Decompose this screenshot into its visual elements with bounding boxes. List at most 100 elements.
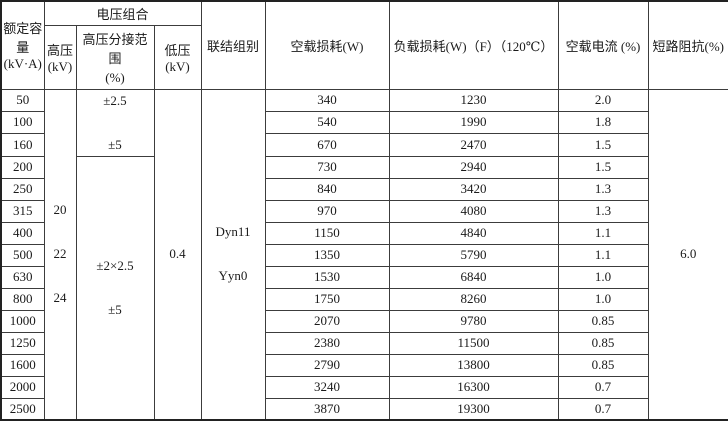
load-loss-cell: 13800 xyxy=(388,353,559,377)
no-load-loss-cell: 840 xyxy=(264,177,390,201)
tap-range-upper-cell: ±2.5 ±5 xyxy=(75,88,155,157)
load-loss-cell: 1230 xyxy=(388,88,559,112)
no-load-loss-cell: 2790 xyxy=(264,353,390,377)
header-high-voltage: 高压 (kV) xyxy=(43,24,77,90)
table-row: 400 1150 4840 1.1 xyxy=(0,221,728,245)
table-row: 630 1530 6840 1.0 xyxy=(0,265,728,289)
high-voltage-cell: 20 22 24 xyxy=(43,88,77,421)
tap-range-lower-cell: ±2×2.5 ±5 xyxy=(75,155,155,421)
table-row: 50 20 22 24 ±2.5 ±5 0.4 Dyn11 Yyn0 xyxy=(0,88,728,421)
no-load-loss-cell: 540 xyxy=(264,110,390,135)
load-loss-cell: 8260 xyxy=(388,287,559,311)
header-rated-capacity-line2: 量 xyxy=(16,40,30,56)
table-body: 50 20 22 24 ±2.5 ±5 0.4 Dyn11 Yyn0 xyxy=(0,88,728,421)
no-load-loss-cell: 340 xyxy=(264,88,390,112)
header-connection-group: 联结组别 xyxy=(200,0,266,90)
no-load-current-cell: 1.3 xyxy=(557,199,649,223)
load-loss-cell: 4840 xyxy=(388,221,559,245)
hv-value: 24 xyxy=(53,290,67,306)
capacity-cell: 1000 xyxy=(0,309,45,333)
no-load-current-cell: 0.85 xyxy=(557,353,649,377)
tap-range-value: ±5 xyxy=(108,301,122,317)
no-load-current-cell: 1.5 xyxy=(557,133,649,157)
hv-value: 20 xyxy=(53,202,67,218)
header-rated-capacity-unit: (kV·A) xyxy=(3,56,42,72)
no-load-current-cell: 1.8 xyxy=(557,110,649,135)
load-loss-cell: 3420 xyxy=(388,177,559,201)
capacity-cell: 630 xyxy=(0,265,45,289)
header-no-load-loss: 空载损耗(W) xyxy=(264,0,390,90)
header-low-voltage: 低压 (kV) xyxy=(153,24,202,90)
load-loss-cell: 16300 xyxy=(388,375,559,399)
load-loss-cell: 5790 xyxy=(388,243,559,267)
table-row: 315 970 4080 1.3 xyxy=(0,199,728,223)
no-load-loss-cell: 3240 xyxy=(264,375,390,399)
no-load-current-cell: 1.3 xyxy=(557,177,649,201)
load-loss-cell: 11500 xyxy=(388,331,559,355)
capacity-cell: 50 xyxy=(0,88,45,112)
table-row: 250 840 3420 1.3 xyxy=(0,177,728,201)
header-high-voltage-label: 高压 xyxy=(46,42,73,58)
load-loss-cell: 2470 xyxy=(388,133,559,157)
load-loss-cell: 9780 xyxy=(388,309,559,333)
no-load-loss-cell: 1750 xyxy=(264,287,390,311)
no-load-current-cell: 2.0 xyxy=(557,88,649,112)
table-header: 额定容 量 (kV·A) 电压组合 联结组别 空载损耗(W) 负载损耗(W)（F… xyxy=(0,0,728,90)
no-load-loss-cell: 970 xyxy=(264,199,390,223)
capacity-cell: 1250 xyxy=(0,331,45,355)
capacity-cell: 1600 xyxy=(0,353,45,377)
header-tap-range: 高压分接范围 (%) xyxy=(75,24,155,90)
connection-value: Dyn11 xyxy=(215,224,251,240)
no-load-loss-cell: 670 xyxy=(264,133,390,157)
no-load-current-cell: 1.0 xyxy=(557,265,649,289)
no-load-current-cell: 1.5 xyxy=(557,155,649,179)
header-tap-range-unit: (%) xyxy=(105,69,125,85)
capacity-cell: 500 xyxy=(0,243,45,267)
no-load-loss-cell: 1350 xyxy=(264,243,390,267)
no-load-loss-cell: 1530 xyxy=(264,265,390,289)
load-loss-cell: 4080 xyxy=(388,199,559,223)
no-load-current-cell: 0.85 xyxy=(557,309,649,333)
capacity-cell: 2500 xyxy=(0,397,45,421)
no-load-current-cell: 1.1 xyxy=(557,221,649,245)
header-rated-capacity-line1: 额定容 xyxy=(3,21,43,37)
table-row: 1250 2380 11500 0.85 xyxy=(0,331,728,355)
capacity-cell: 315 xyxy=(0,199,45,223)
no-load-loss-cell: 730 xyxy=(264,155,390,179)
connection-group-cell: Dyn11 Yyn0 xyxy=(200,88,266,421)
no-load-loss-cell: 2380 xyxy=(264,331,390,355)
table-row: 500 1350 5790 1.1 xyxy=(0,243,728,267)
no-load-current-cell: 0.7 xyxy=(557,375,649,399)
capacity-cell: 200 xyxy=(0,155,45,179)
header-load-loss: 负载损耗(W)（F）（120℃） xyxy=(388,0,559,90)
header-voltage-combination: 电压组合 xyxy=(43,0,202,26)
no-load-loss-cell: 2070 xyxy=(264,309,390,333)
tap-range-value: ±2.5 xyxy=(103,92,127,108)
tap-range-value: ±2×2.5 xyxy=(96,257,134,273)
header-low-voltage-unit: (kV) xyxy=(165,58,190,74)
header-low-voltage-label: 低压 xyxy=(164,42,191,58)
hv-value: 22 xyxy=(53,246,67,262)
low-voltage-cell: 0.4 xyxy=(153,88,202,421)
no-load-loss-cell: 1150 xyxy=(264,221,390,245)
load-loss-cell: 6840 xyxy=(388,265,559,289)
header-no-load-current: 空载电流 (%) xyxy=(557,0,649,90)
no-load-current-cell: 0.7 xyxy=(557,397,649,421)
connection-value: Yyn0 xyxy=(218,268,248,284)
capacity-cell: 400 xyxy=(0,221,45,245)
header-short-circuit-impedance: 短路阻抗(%) xyxy=(647,0,728,90)
no-load-current-cell: 0.85 xyxy=(557,331,649,355)
capacity-cell: 800 xyxy=(0,287,45,311)
capacity-cell: 250 xyxy=(0,177,45,201)
capacity-cell: 160 xyxy=(0,133,45,157)
table-row: 160 670 2470 1.5 xyxy=(0,133,728,157)
no-load-current-cell: 1.0 xyxy=(557,287,649,311)
header-tap-range-label: 高压分接范围 xyxy=(82,31,148,66)
load-loss-cell: 1990 xyxy=(388,110,559,135)
header-rated-capacity: 额定容 量 (kV·A) xyxy=(0,0,45,90)
tap-range-value: ±5 xyxy=(108,136,122,152)
table-row: 1000 2070 9780 0.85 xyxy=(0,309,728,333)
capacity-cell: 2000 xyxy=(0,375,45,399)
capacity-cell: 100 xyxy=(0,110,45,135)
